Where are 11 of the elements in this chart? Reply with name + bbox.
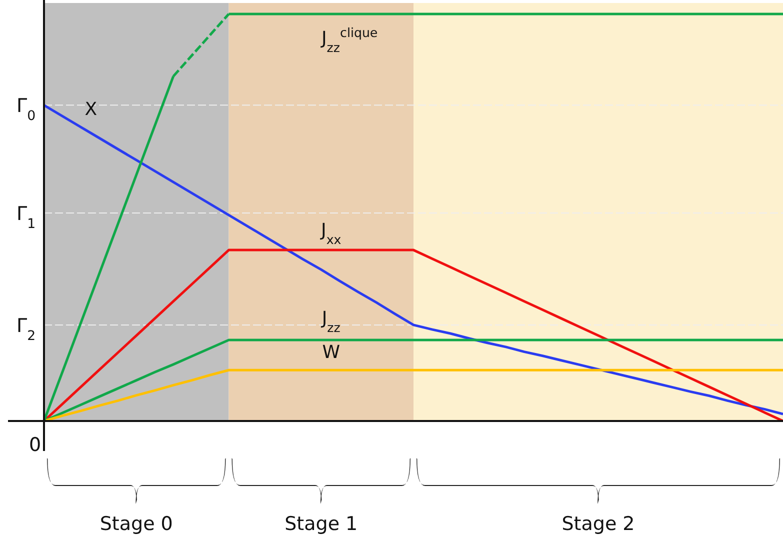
ref-line-label: Γ$_{1}$: [16, 203, 36, 232]
text: Stage 2: [562, 513, 635, 535]
ref-line-label: Γ$_{0}$: [16, 95, 36, 124]
text: Stage 1: [284, 513, 358, 535]
text: Stage 0: [100, 513, 173, 535]
ref-line-label: Γ$_{2}$: [16, 314, 36, 344]
text: 0: [28, 434, 42, 456]
series-label: J$_{xx}$: [320, 220, 342, 247]
series-label: X: [84, 99, 98, 120]
series-label: J$_{zz}$: [320, 308, 341, 335]
series-label: W: [322, 342, 340, 364]
